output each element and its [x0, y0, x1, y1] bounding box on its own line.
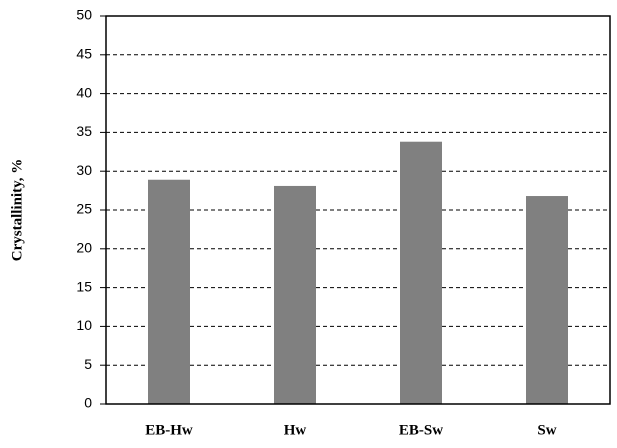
bar [400, 141, 442, 404]
y-tick-label: 35 [76, 123, 92, 139]
bar [274, 185, 316, 404]
y-tick-label: 45 [76, 46, 92, 62]
bar [148, 179, 190, 404]
x-tick-label: EB-Sw [399, 422, 443, 438]
bar [526, 196, 568, 404]
y-axis-label: Crystallinity, % [9, 159, 25, 262]
plot-frame [105, 15, 611, 405]
x-tick-label: EB-Hw [145, 422, 193, 438]
y-tick-label: 5 [84, 356, 92, 372]
y-tick-label: 10 [76, 317, 92, 333]
y-tick-label: 25 [76, 201, 92, 217]
y-tick-label: 40 [76, 84, 92, 100]
y-tick-label: 0 [84, 395, 92, 411]
x-tick-label: Hw [284, 422, 307, 438]
y-tick-label: 30 [76, 162, 92, 178]
x-tick-label: Sw [537, 422, 556, 438]
y-tick-label: 20 [76, 240, 92, 256]
y-tick-label: 15 [76, 278, 92, 294]
y-tick-label: 50 [76, 7, 92, 23]
